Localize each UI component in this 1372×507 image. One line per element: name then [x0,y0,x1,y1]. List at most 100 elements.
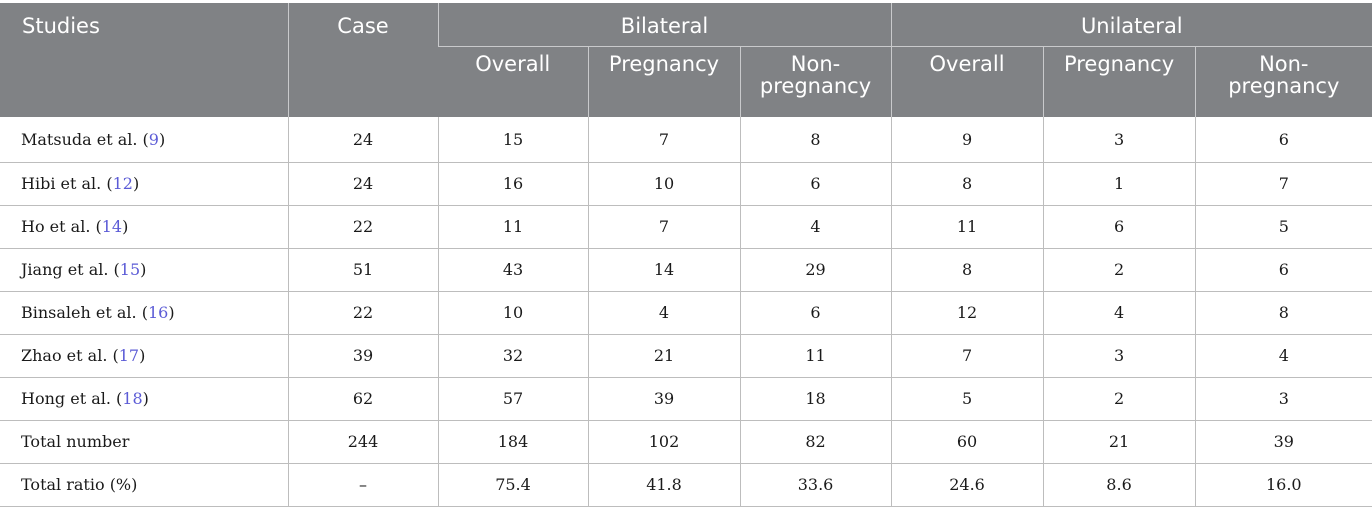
header-bilateral-nonpregnancy: Non-pregnancy [739,45,892,117]
cell-unilateral-pregnancy: 2 [1042,248,1196,292]
cell-case: 39 [287,334,438,378]
cell-study: Total ratio (%) [0,463,288,507]
cell-unilateral-nonpregnancy: 6 [1194,117,1372,163]
cell-bilateral-pregnancy: 10 [587,162,740,206]
cell-bilateral-overall: 16 [437,162,588,206]
header-unilateral-nonpregnancy: Non-pregnancy [1194,45,1372,117]
cell-case: 62 [287,377,438,421]
cell-unilateral-nonpregnancy: 5 [1194,205,1372,249]
cell-unilateral-overall: 60 [890,420,1044,464]
cell-study: Ho et al. (14) [0,205,288,249]
cell-bilateral-overall: 11 [437,205,588,249]
study-name: Zhao et al. ( [21,346,119,365]
reference-link[interactable]: 17 [118,346,140,365]
cell-unilateral-nonpregnancy: 7 [1194,162,1372,206]
cell-unilateral-overall: 8 [890,162,1044,206]
cell-unilateral-nonpregnancy: 3 [1194,377,1372,421]
cell-unilateral-overall: 8 [890,248,1044,292]
table-row: Hibi et al. (12) 24 16 10 6 8 1 7 [0,162,1372,206]
header-unilateral: Unilateral [890,3,1372,47]
row-label: Total number [21,432,130,451]
cell-case: 51 [287,248,438,292]
cell-bilateral-nonpregnancy: 8 [739,117,892,163]
cell-unilateral-nonpregnancy: 39 [1194,420,1372,464]
table-header: Studies Case Bilateral Unilateral Overal… [0,3,1372,117]
cell-case: – [287,463,438,507]
cell-bilateral-overall: 57 [437,377,588,421]
cell-bilateral-nonpregnancy: 6 [739,162,892,206]
cell-unilateral-overall: 12 [890,291,1044,335]
table-row: Zhao et al. (17) 39 32 21 11 7 3 4 [0,334,1372,378]
cell-bilateral-nonpregnancy: 11 [739,334,892,378]
table-row: Hong et al. (18) 62 57 39 18 5 2 3 [0,377,1372,421]
table-body: Matsuda et al. (9) 24 15 7 8 9 3 6 Hibi … [0,117,1372,507]
cell-bilateral-pregnancy: 41.8 [587,463,740,507]
cell-study: Hong et al. (18) [0,377,288,421]
studies-table: Studies Case Bilateral Unilateral Overal… [0,3,1372,507]
reference-link[interactable]: 15 [119,260,141,279]
cell-case: 244 [287,420,438,464]
study-name: Matsuda et al. ( [21,129,149,149]
cell-study: Matsuda et al. (9) [0,117,288,163]
cell-bilateral-overall: 10 [437,291,588,335]
table-row-total-number: Total number 244 184 102 82 60 21 39 [0,420,1372,464]
study-name-close: ) [140,260,147,279]
cell-bilateral-overall: 75.4 [437,463,588,507]
cell-bilateral-pregnancy: 7 [587,205,740,249]
reference-link[interactable]: 14 [101,217,123,236]
table-row: Matsuda et al. (9) 24 15 7 8 9 3 6 [0,117,1372,163]
study-name: Hong et al. ( [21,389,123,408]
header-bilateral-pregnancy: Pregnancy [587,45,740,117]
study-name-close: ) [139,346,146,365]
cell-bilateral-pregnancy: 7 [587,117,740,163]
cell-unilateral-overall: 11 [890,205,1044,249]
cell-unilateral-nonpregnancy: 4 [1194,334,1372,378]
cell-bilateral-pregnancy: 21 [587,334,740,378]
cell-unilateral-pregnancy: 21 [1042,420,1196,464]
study-name: Jiang et al. ( [21,260,120,279]
cell-bilateral-pregnancy: 102 [587,420,740,464]
study-name-close: ) [132,174,140,193]
cell-unilateral-pregnancy: 1 [1042,162,1196,206]
cell-unilateral-overall: 9 [890,117,1044,163]
reference-link[interactable]: 16 [147,303,169,322]
table-row: Binsaleh et al. (16) 22 10 4 6 12 4 8 [0,291,1372,335]
cell-bilateral-nonpregnancy: 18 [739,377,892,421]
cell-case: 22 [287,205,438,249]
header-unilateral-pregnancy: Pregnancy [1042,45,1196,117]
study-name: Binsaleh et al. ( [21,303,148,322]
cell-bilateral-overall: 15 [437,117,588,163]
cell-bilateral-nonpregnancy: 6 [739,291,892,335]
header-bilateral: Bilateral [437,3,892,47]
reference-link[interactable]: 12 [112,174,133,193]
cell-study: Hibi et al. (12) [0,162,288,206]
reference-link[interactable]: 9 [148,129,159,149]
cell-study: Binsaleh et al. (16) [0,291,288,335]
cell-unilateral-pregnancy: 6 [1042,205,1196,249]
table-row: Jiang et al. (15) 51 43 14 29 8 2 6 [0,248,1372,292]
cell-unilateral-nonpregnancy: 16.0 [1194,463,1372,507]
cell-unilateral-pregnancy: 3 [1042,117,1196,163]
cell-unilateral-overall: 24.6 [890,463,1044,507]
cell-study: Jiang et al. (15) [0,248,288,292]
cell-unilateral-pregnancy: 4 [1042,291,1196,335]
study-name: Ho et al. ( [21,217,102,236]
cell-study: Zhao et al. (17) [0,334,288,378]
cell-bilateral-overall: 43 [437,248,588,292]
header-bilateral-overall: Overall [438,45,588,117]
cell-bilateral-nonpregnancy: 4 [739,205,892,249]
cell-unilateral-pregnancy: 2 [1042,377,1196,421]
cell-bilateral-overall: 184 [437,420,588,464]
cell-bilateral-nonpregnancy: 33.6 [739,463,892,507]
cell-unilateral-overall: 7 [890,334,1044,378]
cell-bilateral-pregnancy: 39 [587,377,740,421]
cell-study: Total number [0,420,288,464]
reference-link[interactable]: 18 [122,389,143,408]
header-unilateral-overall: Overall [890,45,1044,117]
table-row: Ho et al. (14) 22 11 7 4 11 6 5 [0,205,1372,249]
table-row-total-ratio: Total ratio (%) – 75.4 41.8 33.6 24.6 8.… [0,463,1372,507]
cell-bilateral-nonpregnancy: 29 [739,248,892,292]
header-studies: Studies [0,3,288,117]
cell-case: 24 [287,117,438,163]
header-case: Case [287,3,438,117]
